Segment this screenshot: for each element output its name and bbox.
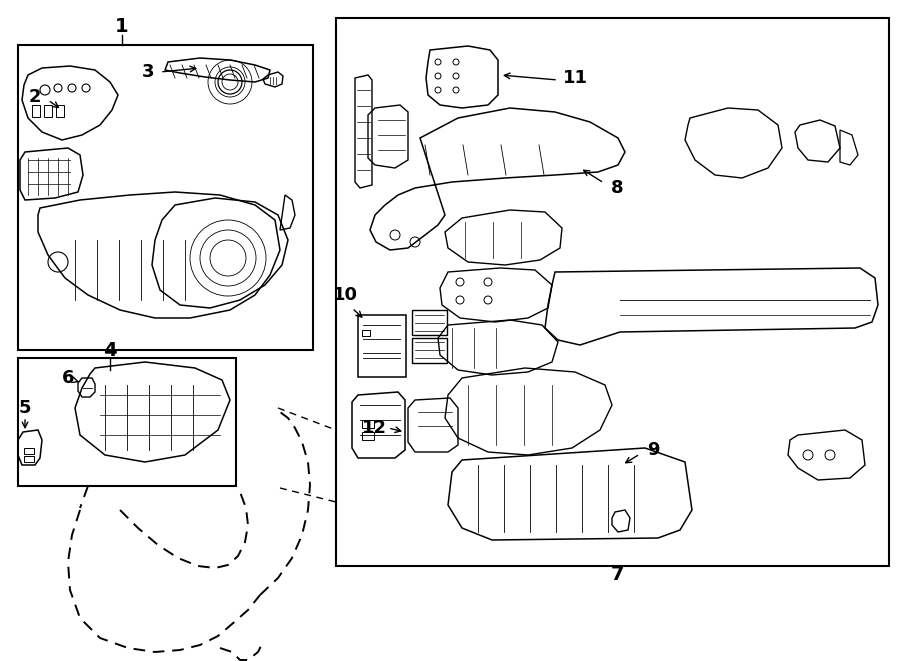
Bar (18, 358, 236, 486)
Bar (362, 330, 370, 336)
Text: 2: 2 (29, 88, 41, 106)
Text: 10: 10 (332, 286, 357, 304)
Bar (358, 315, 406, 377)
Text: 1: 1 (115, 17, 129, 36)
Text: 7: 7 (610, 566, 624, 584)
Bar (24, 456, 34, 462)
Bar (56, 105, 64, 117)
Text: 12: 12 (362, 419, 386, 437)
Bar (362, 432, 374, 440)
Text: 9: 9 (647, 441, 659, 459)
Bar (32, 105, 40, 117)
Text: 4: 4 (104, 340, 117, 360)
Bar (412, 310, 447, 335)
Text: 6: 6 (62, 369, 74, 387)
Bar (44, 105, 52, 117)
Bar (18, 45, 313, 350)
Text: 11: 11 (562, 69, 588, 87)
Bar (336, 18, 889, 566)
Bar (412, 338, 447, 363)
Text: 8: 8 (611, 179, 624, 197)
Bar (362, 420, 374, 428)
Text: 3: 3 (142, 63, 154, 81)
Bar (24, 448, 34, 454)
Text: 5: 5 (19, 399, 32, 417)
